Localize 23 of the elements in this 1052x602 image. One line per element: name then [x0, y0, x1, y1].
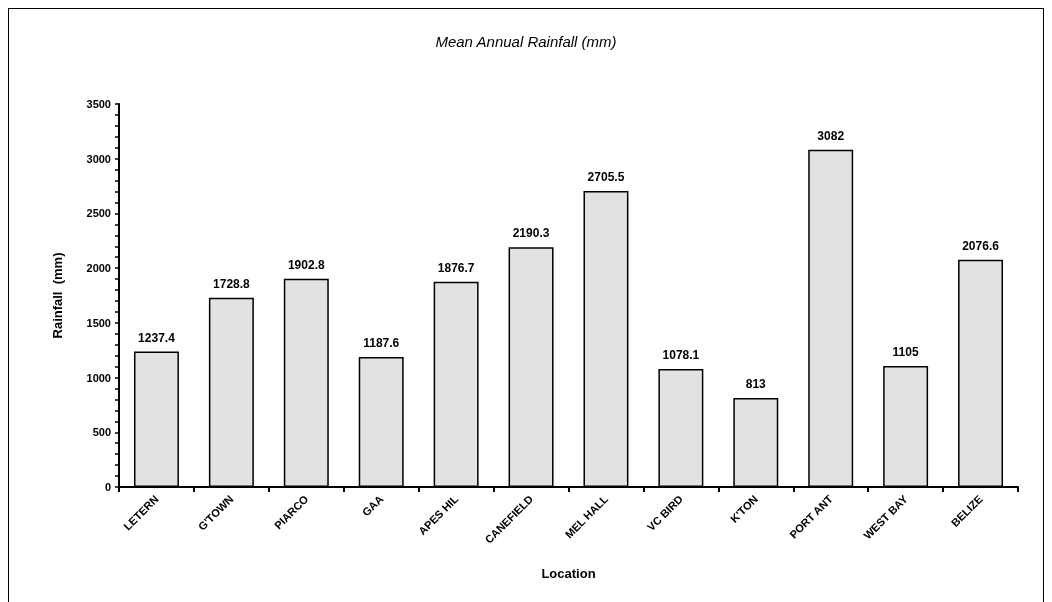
y-tick-label: 0 — [104, 481, 111, 493]
data-label: 2190.3 — [512, 226, 550, 241]
x-axis-title: Location — [541, 566, 596, 581]
chart-title: Mean Annual Rainfall (mm) — [435, 33, 617, 50]
data-label: 1902.8 — [287, 257, 325, 272]
data-label: 1728.8 — [213, 276, 251, 291]
y-tick-label: 3500 — [86, 98, 111, 110]
data-label: 2705.5 — [587, 169, 625, 184]
data-label: 3082 — [817, 128, 845, 143]
data-label: 1237.4 — [138, 330, 176, 345]
data-label: 813 — [745, 377, 767, 392]
data-label: 1105 — [892, 345, 919, 360]
y-axis-title: Rainfall (mm) — [50, 252, 65, 339]
data-label: 1876.7 — [437, 260, 475, 275]
y-tick-label: 2500 — [86, 207, 111, 220]
y-tick-label: 1000 — [86, 371, 111, 384]
y-tick-label: 2000 — [86, 262, 111, 275]
y-tick-label: 3000 — [86, 152, 111, 165]
y-tick-label: 500 — [92, 426, 111, 439]
y-tick-label: 1500 — [86, 316, 111, 329]
data-label: 2076.6 — [962, 238, 1000, 253]
data-label: 1187.6 — [363, 336, 400, 351]
data-label: 1078.1 — [662, 348, 700, 363]
